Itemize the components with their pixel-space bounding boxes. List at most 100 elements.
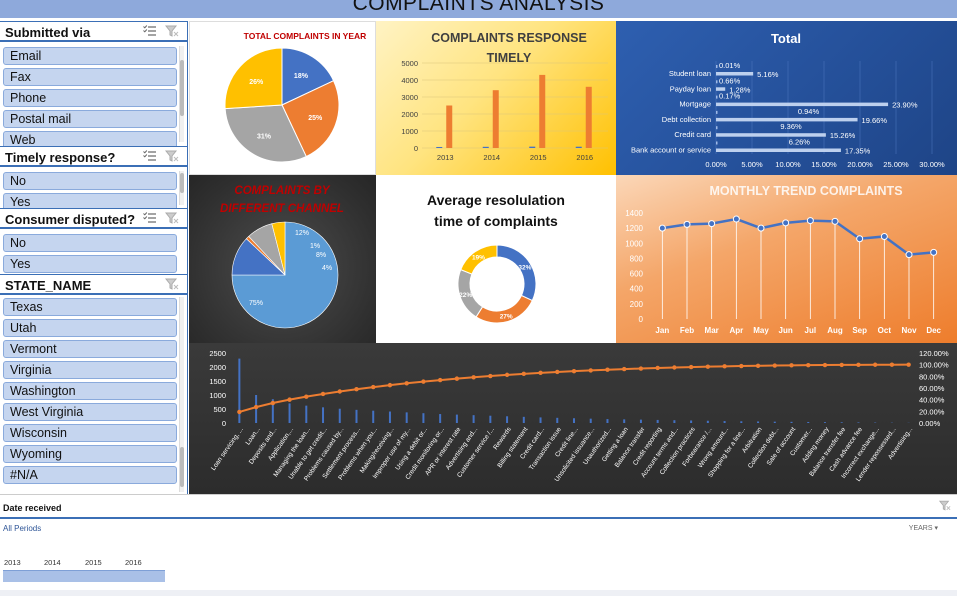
data-point: [488, 373, 493, 379]
timeline-year[interactable]: 2014: [44, 558, 61, 567]
slicer-item[interactable]: Phone: [3, 89, 177, 107]
timeline-selection-bar[interactable]: [3, 570, 165, 582]
slicer-item[interactable]: Yes: [3, 193, 177, 208]
slicer-header: Timely response?: [0, 147, 187, 167]
bar: [716, 87, 726, 91]
slicer-item[interactable]: Postal mail: [3, 110, 177, 128]
data-point: [471, 375, 476, 380]
bar: [436, 146, 443, 148]
chart-title: COMPLAINTS BY: [234, 185, 331, 197]
clear-filter-icon[interactable]: [165, 25, 179, 37]
multi-select-icon[interactable]: [143, 25, 157, 37]
tick-label: 2500: [209, 349, 226, 358]
data-point: [538, 370, 543, 376]
bar: [673, 420, 676, 423]
chart-title: COMPLAINTS RESPONSE: [431, 31, 587, 45]
slicer-item[interactable]: Virginia: [3, 361, 177, 379]
slicer-scrollbar[interactable]: [179, 46, 184, 142]
slicer-items: Texas Utah Vermont Virginia Washington West V…: [3, 298, 177, 487]
bar: [790, 421, 793, 423]
slicer-item[interactable]: Fax: [3, 68, 177, 86]
chart-title: DIFFERENT CHANNEL: [220, 203, 344, 215]
slicer-item[interactable]: Texas: [3, 298, 177, 316]
slicer-item[interactable]: No: [3, 172, 177, 190]
chart-monthly-trend: MONTHLY TREND COMPLAINTS 0 200 400 600 800 100…: [616, 175, 957, 343]
data-point: [739, 363, 744, 369]
timeline-year[interactable]: 2015: [85, 558, 102, 567]
chart-response-timely: COMPLAINTS RESPONSE TIMELY 0 1000 2000 3000 40…: [376, 21, 616, 175]
slicer-item[interactable]: #N/A: [3, 466, 177, 484]
data-point: [337, 389, 342, 394]
slicer-item[interactable]: Utah: [3, 319, 177, 337]
data-label: 27%: [500, 314, 513, 321]
timeline-year[interactable]: 2016: [125, 558, 142, 567]
tick-label: Jul: [805, 326, 817, 335]
tick-label: 20.00%: [919, 407, 945, 416]
slicer-item[interactable]: Web: [3, 131, 177, 146]
time-level-dropdown[interactable]: YEARS ▾: [909, 524, 938, 532]
tick-label: 2016: [576, 153, 593, 162]
data-point: [789, 363, 794, 368]
tick-label: Feb: [680, 326, 694, 335]
bar: [706, 420, 709, 423]
timeline-scrollbar[interactable]: [0, 590, 957, 596]
slicer-consumer-disputed: Consumer disputed? No Yes: [0, 208, 188, 274]
slicer-items: Email Fax Phone Postal mail Web: [3, 47, 177, 146]
slicer-item[interactable]: No: [3, 234, 177, 252]
data-point: [371, 384, 376, 390]
data-point: [839, 362, 844, 368]
pie-slice: [224, 47, 283, 110]
slicer-scrollbar[interactable]: [179, 297, 184, 492]
donut-slice: [460, 244, 498, 275]
slicer-item[interactable]: Washington: [3, 382, 177, 400]
bar: [492, 90, 499, 148]
data-point: [782, 219, 790, 227]
bar: [716, 133, 826, 137]
tick-label: Dec: [926, 326, 941, 335]
tick-label: 2014: [483, 153, 500, 162]
multi-select-icon[interactable]: [143, 150, 157, 162]
data-label: 18%: [294, 73, 309, 80]
tick-label: Sep: [852, 326, 867, 335]
slicer-item[interactable]: Email: [3, 47, 177, 65]
bar: [716, 80, 718, 84]
category-label: Mortgage: [679, 100, 711, 109]
multi-select-icon[interactable]: [143, 212, 157, 224]
chart-complaints-by-channel: COMPLAINTS BY DIFFERENT CHANNEL 75% 12% 1% 8%…: [189, 175, 376, 343]
bar: [585, 86, 592, 148]
data-point: [772, 363, 777, 368]
bar: [238, 358, 241, 423]
data-point: [287, 397, 292, 402]
clear-filter-icon[interactable]: [165, 212, 179, 224]
slicer-state-name: STATE_NAME Texas Utah Vermont Virginia Washi…: [0, 274, 188, 494]
bar: [716, 141, 718, 145]
slicer-scrollbar[interactable]: [179, 171, 184, 205]
tick-label: 40.00%: [919, 396, 945, 405]
slicer-item[interactable]: Vermont: [3, 340, 177, 358]
bar: [773, 421, 776, 423]
data-point: [270, 400, 276, 406]
slicer-item[interactable]: Wisconsin: [3, 424, 177, 442]
tick-label: 60.00%: [919, 384, 945, 393]
bar: [446, 105, 453, 148]
slicer-item[interactable]: Wyoming: [3, 445, 177, 463]
slicer-item[interactable]: Yes: [3, 255, 177, 273]
tick-label: Aug: [827, 326, 843, 335]
chart-title: MONTHLY TREND COMPLAINTS: [709, 184, 902, 198]
clear-filter-icon[interactable]: [165, 150, 179, 162]
bar: [422, 413, 425, 423]
bar: [690, 420, 693, 423]
data-point: [806, 362, 811, 368]
slicer-header: Consumer disputed?: [0, 209, 187, 229]
clear-filter-icon[interactable]: [165, 278, 179, 290]
tick-label: 1000: [401, 127, 418, 136]
tick-label: 1400: [625, 209, 643, 218]
tick-label: 0.00%: [705, 160, 727, 169]
clear-filter-icon[interactable]: [939, 500, 951, 511]
time-level-label: YEARS: [908, 525, 933, 532]
timeline-year[interactable]: 2013: [4, 558, 21, 567]
data-point: [521, 371, 527, 377]
bar: [405, 412, 408, 423]
slicer-item[interactable]: West Virginia: [3, 403, 177, 421]
